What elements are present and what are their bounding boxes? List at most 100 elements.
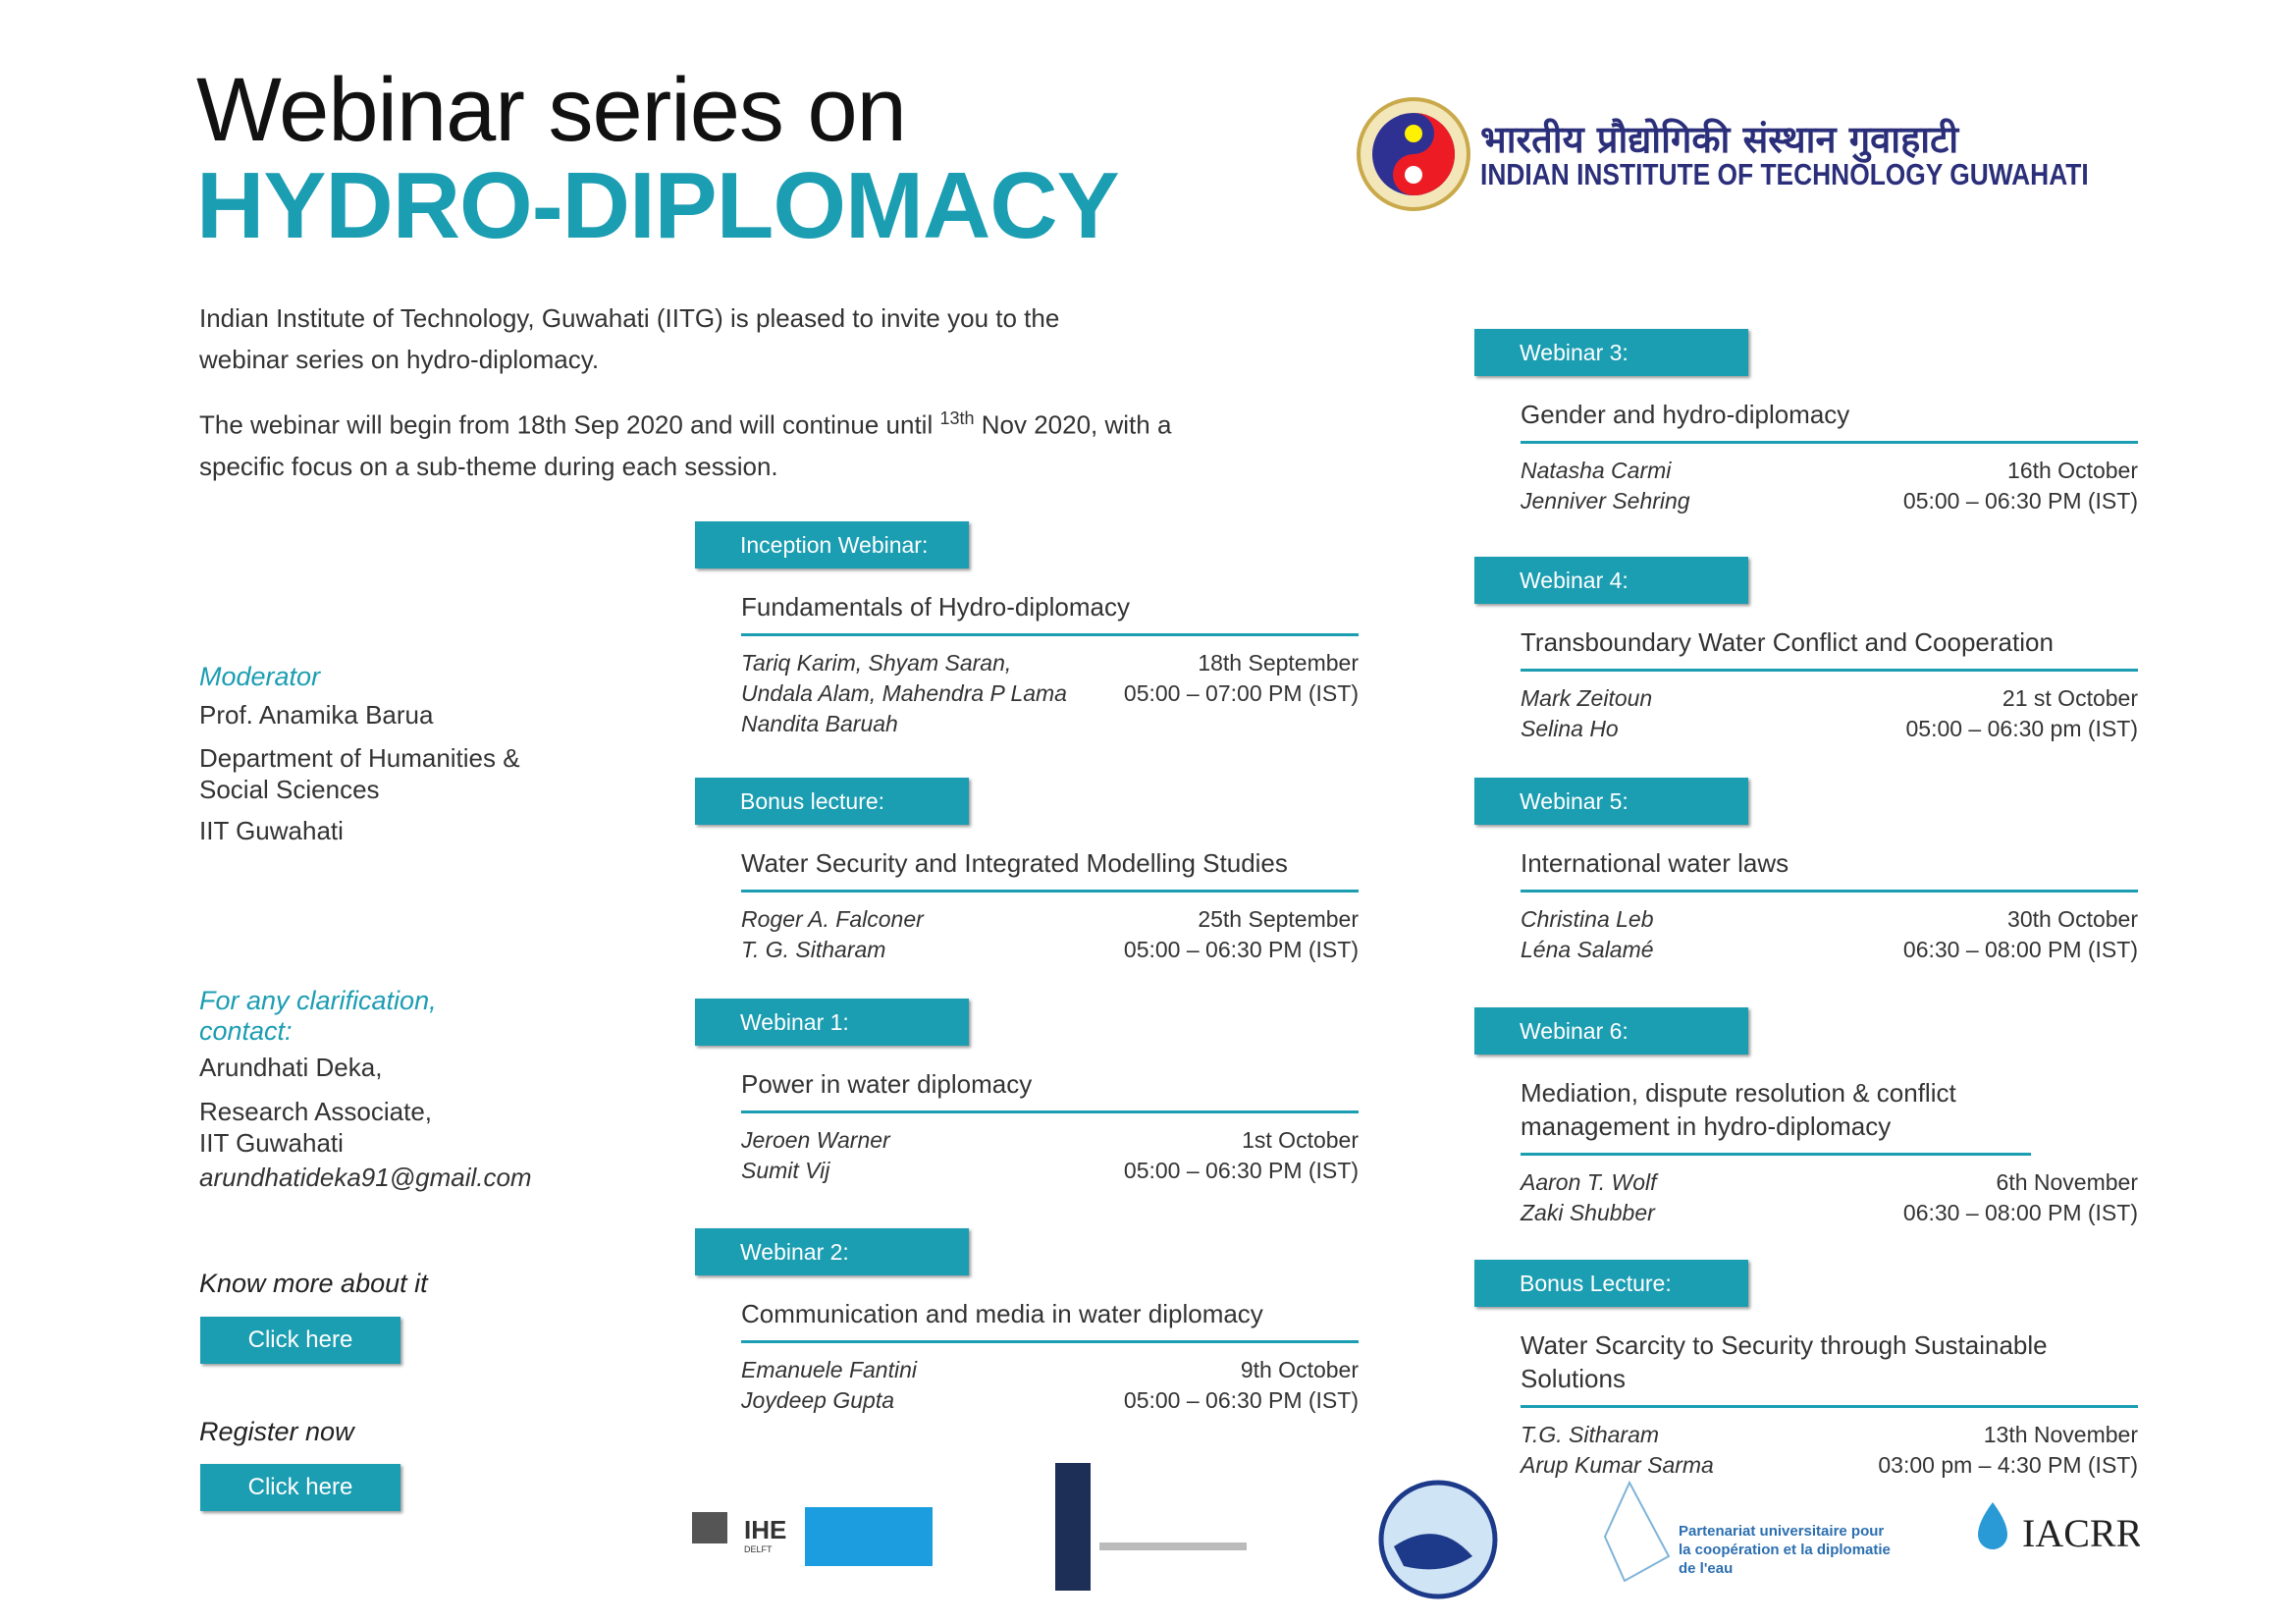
session-title: Mediation, dispute resolution & conflict… bbox=[1521, 1076, 2031, 1156]
speaker: Selina Ho bbox=[1521, 716, 1619, 741]
session: Webinar 1: Power in water diplomacy Jeroen… bbox=[695, 999, 1359, 1186]
schedule: 1st October 05:00 – 06:30 PM (IST) bbox=[1124, 1125, 1359, 1186]
session-title: Water Scarcity to Security through Susta… bbox=[1521, 1328, 2138, 1408]
speaker: T. G. Sitharam bbox=[741, 937, 886, 962]
text: Research Associate, IIT Guwahati bbox=[199, 1097, 433, 1158]
session-tag: Webinar 3: bbox=[1474, 329, 1748, 376]
session-title: International water laws bbox=[1521, 846, 2138, 893]
logo-text: Partenariat universitaire pour la coopér… bbox=[1679, 1523, 1891, 1577]
date: 21 st October bbox=[2002, 685, 2138, 711]
session: Webinar 2: Communication and media in wat… bbox=[695, 1228, 1359, 1416]
session-title: Communication and media in water diploma… bbox=[741, 1297, 1359, 1343]
time: 05:00 – 06:30 PM (IST) bbox=[1123, 1387, 1359, 1413]
session-title: Gender and hydro-diplomacy bbox=[1521, 398, 2138, 444]
intro: Indian Institute of Technology, Guwahati… bbox=[199, 303, 1060, 374]
speaker: Roger A. Falconer bbox=[741, 906, 924, 932]
time: 05:00 – 06:30 pm (IST) bbox=[1905, 716, 2138, 741]
speaker: Léna Salamé bbox=[1521, 937, 1654, 962]
session-tag: Inception Webinar: bbox=[695, 521, 969, 568]
session-details: Emanuele Fantini Joydeep Gupta 9th October… bbox=[741, 1355, 1359, 1416]
date: 18th September bbox=[1198, 650, 1359, 676]
speaker: Aaron T. Wolf bbox=[1521, 1169, 1657, 1195]
time: 03:00 pm – 4:30 PM (IST) bbox=[1878, 1452, 2138, 1478]
institute-hindi: भारतीय प्रौद्योगिकी संस्थान गुवाहाटी bbox=[1480, 118, 1959, 161]
speakers: Tariq Karim, Shyam Saran, Undala Alam, Ma… bbox=[741, 648, 1067, 739]
schedule: 9th October 05:00 – 06:30 PM (IST) bbox=[1124, 1355, 1359, 1416]
schedule: 16th October 05:00 – 06:30 PM (IST) bbox=[1903, 456, 2138, 516]
speakers: Mark Zeitoun Selina Ho bbox=[1521, 683, 1652, 744]
session-details: Tariq Karim, Shyam Saran, Undala Alam, Ma… bbox=[741, 648, 1359, 739]
date: 16th October bbox=[2007, 458, 2138, 483]
title: HYDRO-DIPLOMACY bbox=[196, 153, 1120, 258]
contact-label: For any clarification, contact: bbox=[199, 986, 437, 1046]
speaker: Arup Kumar Sarma bbox=[1521, 1452, 1714, 1478]
session: Webinar 3: Gender and hydro-diplomacy Nata… bbox=[1474, 329, 2138, 516]
session-details: Natasha Carmi Jenniver Sehring 16th Octobe… bbox=[1521, 456, 2138, 516]
speaker: Jenniver Sehring bbox=[1521, 488, 1690, 514]
text: Prof. Anamika Barua bbox=[199, 700, 434, 730]
date: 25th September bbox=[1198, 906, 1359, 932]
date: 30th October bbox=[2007, 906, 2138, 932]
button[interactable]: Click here bbox=[200, 1317, 400, 1364]
partner-logos: IHE DELFT Partenariat universitaire pour… bbox=[692, 1463, 2140, 1599]
time: 06:30 – 08:00 PM (IST) bbox=[1902, 937, 2138, 962]
schedule: 30th October 06:30 – 08:00 PM (IST) bbox=[1903, 904, 2138, 965]
speakers: Natasha Carmi Jenniver Sehring bbox=[1521, 456, 1690, 516]
institute-english: INDIAN INSTITUTE OF TECHNOLOGY GUWAHATI bbox=[1480, 157, 2089, 191]
session-tag: Webinar 1: bbox=[695, 999, 969, 1046]
schedule: 25th September 05:00 – 06:30 PM (IST) bbox=[1124, 904, 1359, 965]
session-tag: Bonus Lecture: bbox=[1474, 1260, 1748, 1307]
session: Webinar 5: International water laws Christ… bbox=[1474, 778, 2138, 965]
session-details: T.G. Sitharam Arup Kumar Sarma 13th Novemb… bbox=[1521, 1420, 2138, 1481]
date: 9th October bbox=[1240, 1357, 1359, 1382]
action-label: Know more about it bbox=[199, 1269, 428, 1298]
session: Webinar 6: Mediation, dispute resolution … bbox=[1474, 1007, 2138, 1228]
date: 13th November bbox=[1983, 1422, 2138, 1447]
session-title: Water Security and Integrated Modelling … bbox=[741, 846, 1359, 893]
session-title: Power in water diplomacy bbox=[741, 1067, 1359, 1113]
iit-logo bbox=[1357, 97, 1470, 211]
schedule: 6th November 06:30 – 08:00 PM (IST) bbox=[1903, 1167, 2138, 1228]
time: 05:00 – 07:00 PM (IST) bbox=[1123, 680, 1359, 706]
time: 06:30 – 08:00 PM (IST) bbox=[1902, 1200, 2138, 1225]
speaker: Undala Alam, Mahendra P Lama bbox=[741, 680, 1067, 706]
text: IIT Guwahati bbox=[199, 816, 344, 845]
speaker: Natasha Carmi bbox=[1521, 458, 1672, 483]
session-details: Christina Leb Léna Salamé 30th October 06:3… bbox=[1521, 904, 2138, 965]
title: Webinar series on bbox=[196, 60, 907, 160]
session: Inception Webinar: Fundamentals of Hydro-… bbox=[695, 521, 1359, 739]
logo-text: DELFT bbox=[744, 1544, 773, 1554]
session-tag: Webinar 4: bbox=[1474, 557, 1748, 604]
logo-text: IHE bbox=[744, 1515, 786, 1544]
session: Webinar 4: Transboundary Water Conflict a… bbox=[1474, 557, 2138, 744]
schedule: 18th September 05:00 – 07:00 PM (IST) bbox=[1124, 648, 1359, 739]
schedule: 13th November 03:00 pm – 4:30 PM (IST) bbox=[1878, 1420, 2138, 1481]
session-title: Fundamentals of Hydro-diplomacy bbox=[741, 590, 1359, 636]
time: 05:00 – 06:30 PM (IST) bbox=[1123, 1158, 1359, 1183]
speaker: Zaki Shubber bbox=[1521, 1200, 1655, 1225]
button[interactable]: Click here bbox=[200, 1464, 400, 1511]
session-tag: Webinar 2: bbox=[695, 1228, 969, 1275]
session-tag: Bonus lecture: bbox=[695, 778, 969, 825]
text: The webinar will begin from 18th Sep 202… bbox=[199, 409, 934, 440]
text: 13th bbox=[939, 408, 975, 428]
text: Arundhati Deka, bbox=[199, 1053, 383, 1082]
session-details: Aaron T. Wolf Zaki Shubber 6th November 06:… bbox=[1521, 1167, 2138, 1228]
text: Nov 2020, with a specific focus on a sub… bbox=[199, 409, 1172, 481]
moderator-label: Moderator bbox=[199, 662, 321, 691]
session-details: Mark Zeitoun Selina Ho 21 st October 05:00 … bbox=[1521, 683, 2138, 744]
speaker: Jeroen Warner bbox=[741, 1127, 890, 1153]
speakers: Roger A. Falconer T. G. Sitharam bbox=[741, 904, 924, 965]
text: Department of Humanities & Social Scienc… bbox=[199, 743, 520, 804]
session-details: Roger A. Falconer T. G. Sitharam 25th Sept… bbox=[741, 904, 1359, 965]
time: 05:00 – 06:30 PM (IST) bbox=[1123, 937, 1359, 962]
session: Bonus Lecture: Water Scarcity to Security… bbox=[1474, 1260, 2138, 1481]
speakers: Jeroen Warner Sumit Vij bbox=[741, 1125, 890, 1186]
schedule: 21 st October 05:00 – 06:30 pm (IST) bbox=[1905, 683, 2138, 744]
speaker: Christina Leb bbox=[1521, 906, 1654, 932]
intro: The webinar will begin from 18th Sep 202… bbox=[199, 398, 1191, 487]
speaker: Sumit Vij bbox=[741, 1158, 830, 1183]
date: 1st October bbox=[1242, 1127, 1359, 1153]
session-tag: Webinar 5: bbox=[1474, 778, 1748, 825]
